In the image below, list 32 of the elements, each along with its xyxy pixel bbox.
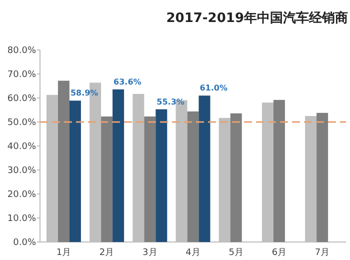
data-label: 58.9% — [70, 88, 98, 98]
bar — [144, 116, 156, 242]
x-tick-label: 1月 — [56, 248, 72, 258]
y-tick-label: 80.0% — [7, 46, 36, 56]
bar — [156, 109, 168, 242]
data-label: 55.3% — [156, 97, 184, 106]
y-tick-label: 50.0% — [7, 118, 36, 128]
bar — [101, 116, 113, 242]
y-tick-label: 20.0% — [7, 190, 36, 200]
y-tick-label: 70.0% — [7, 70, 36, 80]
y-tick-label: 0.0% — [13, 238, 36, 248]
data-label: 61.0% — [200, 84, 228, 93]
bar — [69, 100, 81, 242]
x-tick-label: 7月 — [314, 248, 330, 258]
bar — [230, 113, 242, 242]
bar — [316, 112, 328, 242]
bar — [187, 111, 199, 242]
x-tick-label: 2月 — [99, 248, 114, 258]
chart-title: 2017-2019年中国汽车经销商 — [166, 10, 348, 26]
bar — [112, 89, 124, 242]
bar — [273, 100, 285, 242]
bar — [58, 80, 70, 242]
data-label: 63.6% — [114, 77, 142, 86]
x-tick-label: 5月 — [228, 248, 244, 258]
y-tick-label: 60.0% — [7, 94, 36, 104]
x-tick-label: 3月 — [142, 248, 158, 258]
x-tick-label: 4月 — [186, 248, 200, 258]
y-tick-label: 40.0% — [7, 142, 36, 152]
y-tick-label: 30.0% — [7, 166, 36, 176]
y-tick-label: 10.0% — [7, 214, 36, 224]
bar — [198, 96, 210, 242]
x-tick-label: 6月 — [272, 248, 287, 258]
